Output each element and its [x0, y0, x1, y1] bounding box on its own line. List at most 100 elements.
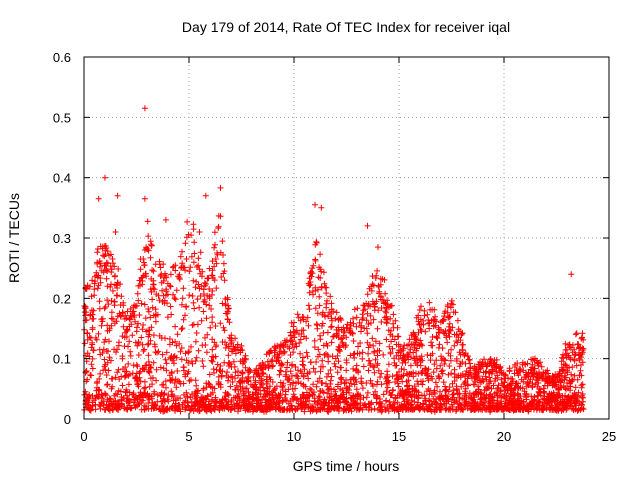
data-point	[456, 400, 463, 407]
data-point	[178, 301, 185, 308]
data-point	[159, 287, 166, 294]
data-point	[279, 342, 286, 349]
data-point	[277, 379, 284, 386]
data-point	[145, 308, 152, 315]
data-point	[104, 382, 110, 388]
data-point	[424, 372, 431, 379]
data-point	[400, 345, 407, 352]
data-point	[190, 299, 197, 306]
data-point	[288, 332, 294, 339]
data-point	[449, 403, 456, 410]
data-point	[212, 343, 219, 350]
data-point	[202, 281, 209, 287]
data-point	[159, 382, 166, 388]
data-point	[277, 367, 284, 374]
data-point	[148, 324, 155, 331]
data-point	[132, 339, 139, 346]
data-point	[350, 315, 356, 322]
data-point	[84, 376, 91, 383]
data-point	[119, 355, 126, 362]
data-point	[229, 379, 236, 385]
data-point	[321, 402, 328, 409]
data-point	[444, 339, 451, 346]
data-point	[537, 359, 544, 366]
data-point	[413, 336, 420, 343]
data-point	[319, 357, 326, 364]
data-point	[300, 362, 307, 369]
data-point	[144, 341, 151, 348]
data-point	[300, 394, 307, 401]
data-point	[141, 378, 148, 385]
data-point	[169, 391, 176, 398]
data-point	[519, 359, 526, 366]
data-point	[126, 338, 133, 345]
data-point	[155, 348, 162, 355]
data-point	[481, 387, 488, 394]
data-point	[428, 317, 435, 324]
data-point	[198, 317, 205, 324]
data-point	[514, 370, 521, 377]
data-point	[514, 360, 521, 367]
data-point	[424, 352, 431, 358]
data-point	[347, 352, 354, 359]
data-point	[167, 283, 174, 290]
data-point	[395, 341, 402, 348]
data-point	[112, 229, 119, 235]
data-point	[225, 305, 232, 312]
data-point	[125, 381, 132, 388]
data-point	[316, 351, 323, 358]
data-point	[273, 383, 280, 390]
data-point	[476, 364, 483, 371]
data-point	[178, 326, 185, 333]
data-point	[292, 364, 299, 370]
data-point	[95, 195, 102, 202]
data-point	[206, 371, 213, 378]
data-point	[101, 262, 108, 269]
data-point	[120, 323, 127, 330]
data-point	[573, 392, 580, 399]
data-point	[292, 340, 299, 347]
data-point	[367, 377, 374, 384]
data-point	[89, 355, 96, 362]
data-point	[375, 307, 382, 314]
data-point	[535, 380, 542, 386]
data-point	[199, 358, 206, 364]
data-point	[425, 366, 432, 373]
data-point	[559, 406, 566, 413]
data-point	[383, 336, 390, 343]
data-point	[174, 331, 181, 338]
data-point	[383, 378, 390, 385]
data-point	[236, 402, 243, 409]
data-point	[191, 305, 198, 312]
data-point	[186, 292, 193, 299]
data-point	[171, 295, 178, 302]
data-point	[151, 390, 158, 397]
data-point	[134, 363, 141, 370]
data-point	[479, 359, 486, 366]
data-point	[141, 247, 148, 253]
data-point	[157, 392, 164, 399]
data-point	[368, 283, 375, 290]
data-point	[221, 327, 228, 334]
data-point	[177, 348, 184, 355]
data-point	[489, 398, 496, 404]
data-point	[334, 369, 341, 376]
data-point	[368, 320, 374, 326]
data-point	[428, 373, 435, 380]
data-point	[304, 353, 311, 360]
data-point	[433, 318, 440, 325]
data-point	[462, 350, 469, 357]
data-point	[502, 387, 509, 394]
data-point	[559, 402, 566, 409]
data-point	[305, 322, 312, 329]
data-point	[209, 267, 216, 274]
data-point	[105, 348, 111, 355]
data-point	[103, 401, 110, 408]
data-point	[174, 368, 181, 374]
data-point	[364, 291, 371, 298]
data-point	[437, 362, 444, 369]
data-point	[493, 368, 500, 375]
data-point	[211, 339, 218, 346]
data-point	[225, 374, 232, 381]
data-point	[453, 355, 460, 362]
